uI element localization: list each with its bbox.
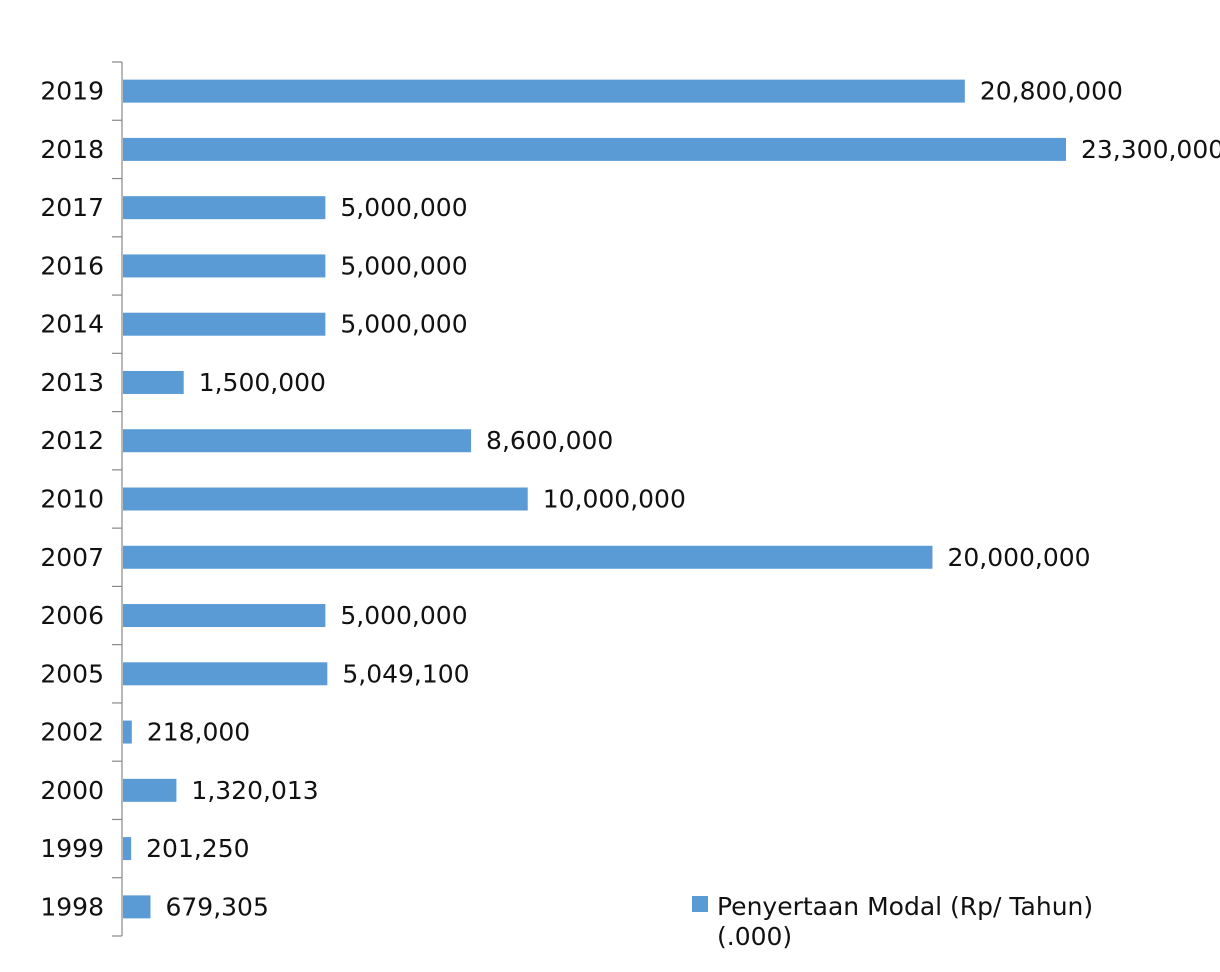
data-label: 5,000,000 (340, 251, 467, 280)
category-label: 1998 (40, 892, 104, 921)
bar-2018 (123, 137, 1066, 161)
data-label: 5,049,100 (342, 659, 469, 688)
bar-2013 (123, 370, 184, 394)
category-label: 2000 (40, 776, 104, 805)
data-label: 679,305 (165, 892, 268, 921)
category-label: 2014 (40, 310, 104, 339)
legend: Penyertaan Modal (Rp/ Tahun) (.000) (692, 892, 1093, 951)
bars (123, 79, 1066, 919)
category-label: 2006 (40, 601, 104, 630)
bar-2012 (123, 429, 472, 453)
data-label: 8,600,000 (486, 426, 613, 455)
data-label: 10,000,000 (543, 485, 686, 514)
bar-2019 (123, 79, 965, 103)
bar-1999 (123, 837, 132, 861)
data-label: 201,250 (146, 834, 249, 863)
category-axis: 2019 2018 2017 2016 2014 2013 2012 2010 2007 2006… (40, 61, 123, 937)
data-label: 5,000,000 (340, 310, 467, 339)
category-label: 2012 (40, 426, 104, 455)
bar-2017 (123, 196, 326, 220)
data-label: 1,500,000 (199, 368, 326, 397)
data-label: 20,800,000 (980, 77, 1123, 106)
data-label: 5,000,000 (340, 601, 467, 630)
bar-1998 (123, 895, 151, 919)
data-label: 23,300,000 (1081, 135, 1220, 164)
data-labels: 20,800,000 23,300,000 5,000,000 5,000,000 5,… (146, 77, 1220, 922)
data-label: 1,320,013 (191, 776, 318, 805)
legend-label: Penyertaan Modal (Rp/ Tahun) (717, 892, 1093, 921)
data-label: 5,000,000 (340, 193, 467, 222)
category-label: 2016 (40, 251, 104, 280)
category-label: 2002 (40, 718, 104, 747)
category-label: 2013 (40, 368, 104, 397)
legend-label-unit: (.000) (717, 922, 792, 951)
bar-2016 (123, 254, 326, 278)
bar-2006 (123, 604, 326, 628)
category-label: 2017 (40, 193, 104, 222)
data-label: 20,000,000 (947, 543, 1090, 572)
category-label: 2018 (40, 135, 104, 164)
bar-2010 (123, 487, 528, 511)
bar-2005 (123, 662, 328, 686)
category-label: 2010 (40, 485, 104, 514)
bar-2000 (123, 778, 177, 802)
bar-2014 (123, 312, 326, 336)
bar-2002 (123, 720, 132, 744)
data-label: 218,000 (147, 718, 250, 747)
category-label: 1999 (40, 834, 104, 863)
category-label: 2007 (40, 543, 104, 572)
bar-2007 (123, 545, 933, 569)
legend-swatch (692, 896, 708, 912)
category-label: 2019 (40, 77, 104, 106)
category-label: 2005 (40, 659, 104, 688)
